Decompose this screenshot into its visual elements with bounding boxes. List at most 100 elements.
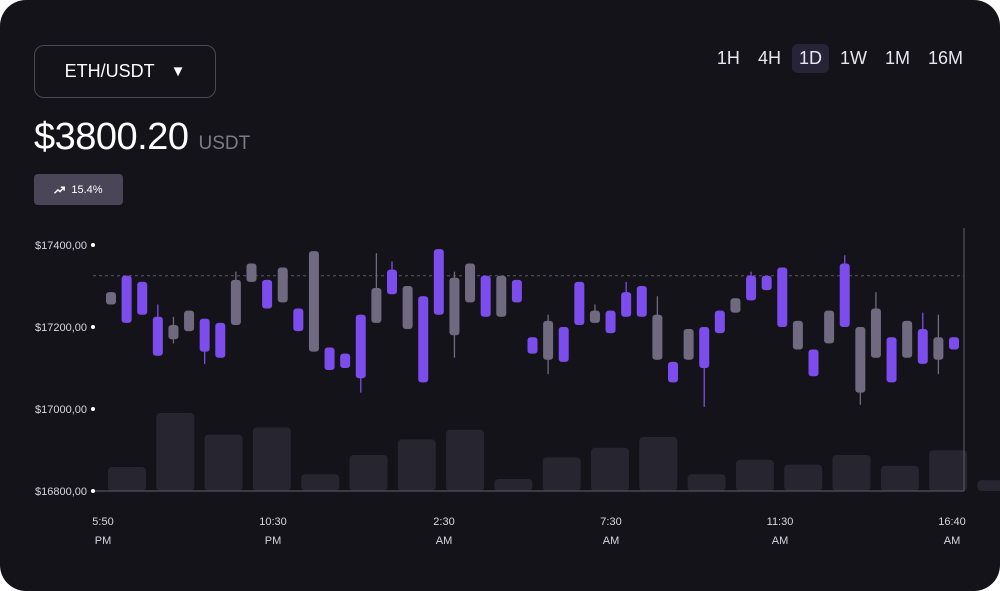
candle: [246, 263, 257, 282]
candle-body: [636, 286, 647, 317]
candle: [418, 296, 429, 383]
caret-down-icon: ▼: [170, 63, 186, 80]
tab-1d[interactable]: 1D: [791, 44, 829, 73]
candle-body: [106, 292, 116, 305]
candle-body: [230, 279, 241, 325]
tab-1w[interactable]: 1W: [839, 48, 867, 68]
axis-labels: $17400,00 $17200,00 $17000,00 $16800,00 5:50…: [35, 240, 966, 547]
candle-body: [449, 277, 460, 336]
candle: [480, 275, 491, 317]
chart-axes: [93, 228, 965, 492]
x-tick-sublabel: PM: [265, 535, 282, 547]
candle: [730, 298, 741, 313]
volume-bar: [494, 479, 533, 491]
candle: [168, 316, 179, 344]
candle-body: [418, 296, 429, 383]
candle: [699, 327, 710, 407]
candle: [308, 251, 319, 352]
y-tick-dot: [91, 325, 95, 329]
volume-bar: [349, 455, 388, 491]
volume-bar: [252, 427, 291, 491]
candle: [137, 281, 148, 315]
candle: [340, 353, 351, 368]
y-tick-dot: [91, 407, 95, 411]
volume-bar: [639, 437, 678, 491]
candle-body: [121, 275, 132, 323]
candle: [371, 253, 382, 323]
candle: [449, 271, 460, 358]
volume-bar: [735, 459, 774, 491]
candle-body: [839, 263, 850, 327]
candle-body: [714, 310, 725, 334]
candle: [668, 361, 678, 383]
x-tick-label: 16:40: [938, 516, 966, 528]
x-tick-sublabel: AM: [436, 535, 453, 547]
candle-body: [808, 349, 819, 377]
volume-bar: [108, 467, 146, 491]
candle-body: [730, 298, 741, 313]
x-tick-sublabel: PM: [95, 535, 112, 547]
candle: [933, 314, 944, 375]
candle-body: [355, 314, 366, 379]
candle: [121, 275, 132, 323]
candle-body: [574, 281, 585, 325]
candle-body: [340, 353, 351, 368]
volume-bar: [880, 465, 919, 491]
candle: [152, 304, 163, 356]
x-tick-label: 2:30: [433, 516, 454, 528]
candle: [199, 318, 210, 364]
tab-1h[interactable]: 1H: [716, 48, 740, 68]
candle: [808, 349, 819, 377]
tab-1m[interactable]: 1M: [884, 48, 910, 68]
candle-body: [621, 292, 632, 317]
pair-selector-button[interactable]: ETH/USDT ▼: [34, 45, 216, 98]
candle-body: [824, 310, 835, 344]
x-tick-sublabel: AM: [603, 535, 620, 547]
candle-body: [168, 324, 179, 340]
x-tick-label: 5:50: [92, 516, 113, 528]
price-unit: USDT: [198, 133, 251, 154]
candle-body: [777, 267, 788, 327]
tab-4h[interactable]: 4H: [757, 48, 781, 68]
candle-body: [262, 279, 273, 309]
x-tick-sublabel: AM: [772, 535, 789, 547]
change-value: 15.4%: [71, 183, 103, 196]
candle: [543, 314, 554, 375]
candle-body: [246, 263, 257, 282]
volume-bar: [542, 457, 581, 491]
candle: [949, 337, 959, 350]
timeframe-tabs: 1H 4H 1D 1W 1M 16M: [710, 44, 970, 73]
candle-body: [215, 322, 226, 358]
candle-body: [371, 288, 382, 323]
candle-body: [137, 281, 148, 315]
volume-bar: [301, 474, 340, 491]
x-tick-label: 11:30: [767, 516, 794, 528]
candle-body: [761, 275, 772, 291]
y-tick-dot: [91, 243, 95, 247]
x-tick-sublabel: AM: [944, 535, 961, 547]
candle: [605, 310, 616, 334]
tab-16m[interactable]: 16M: [927, 48, 963, 68]
candle-body: [699, 327, 710, 368]
candle: [917, 312, 928, 364]
candle: [902, 320, 913, 358]
candle-body: [402, 286, 413, 330]
volume-bar: [591, 447, 629, 491]
volume-bar: [977, 480, 1000, 491]
y-tick-label: $17000,00: [35, 404, 87, 416]
y-tick-label: $17200,00: [35, 322, 87, 334]
candle: [324, 347, 335, 371]
volume-bars: [108, 413, 1000, 491]
volume-bar: [832, 455, 871, 491]
candle: [184, 310, 195, 332]
candle: [636, 286, 647, 317]
candle: [621, 281, 632, 317]
candle-body: [324, 347, 335, 371]
candle: [574, 281, 585, 325]
candle-body: [184, 310, 195, 332]
volume-bar: [204, 434, 243, 491]
candle: [870, 292, 881, 358]
candle: [402, 286, 413, 330]
